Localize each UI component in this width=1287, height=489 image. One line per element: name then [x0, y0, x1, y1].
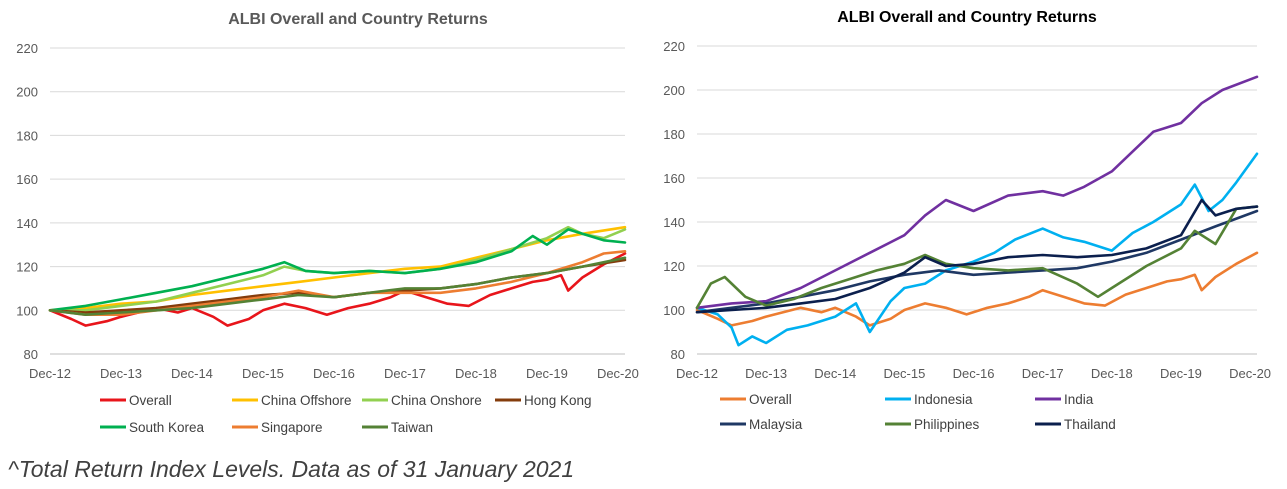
line-chart-right: ALBI Overall and Country Returns 80 100 120…	[663, 9, 1271, 432]
x-tick-label: Dec-12	[29, 366, 71, 381]
y-tick-label: 80	[671, 347, 685, 362]
legend-label: China Offshore	[261, 393, 352, 408]
y-tick-label: 220	[16, 41, 38, 56]
x-tick-label: Dec-17	[384, 366, 426, 381]
chart-panel-right: ALBI Overall and Country Returns 80 100 120…	[645, 0, 1287, 450]
y-tick-label: 100	[16, 303, 38, 318]
y-tick-label: 160	[663, 171, 685, 186]
y-tick-label: 140	[16, 216, 38, 231]
y-tick-label: 120	[16, 260, 38, 275]
x-tick-label: Dec-13	[745, 366, 787, 381]
chart-title: ALBI Overall and Country Returns	[228, 11, 488, 28]
series-line-overall	[48, 252, 627, 327]
legend-label: Singapore	[261, 420, 323, 435]
x-tick-label: Dec-13	[100, 366, 142, 381]
y-tick-label: 80	[24, 347, 38, 362]
x-tick-label: Dec-18	[1091, 366, 1133, 381]
footnote: ^Total Return Index Levels. Data as of 3…	[8, 456, 575, 482]
x-tick-label: Dec-15	[883, 366, 925, 381]
y-tick-label: 180	[663, 127, 685, 142]
series-line-overall	[695, 251, 1259, 327]
series-line-thailand	[695, 198, 1259, 314]
legend-label: India	[1064, 392, 1094, 407]
y-tick-label: 140	[663, 215, 685, 230]
legend-label: Overall	[749, 392, 792, 407]
series-line-malaysia	[695, 209, 1259, 314]
x-tick-label: Dec-16	[313, 366, 355, 381]
legend-label: Taiwan	[391, 420, 433, 435]
x-tick-label: Dec-20	[1229, 366, 1271, 381]
legend-label: Hong Kong	[524, 393, 592, 408]
y-tick-label: 200	[16, 85, 38, 100]
legend-label: Indonesia	[914, 392, 973, 407]
x-tick-label: Dec-16	[953, 366, 995, 381]
y-tick-label: 100	[663, 303, 685, 318]
y-tick-label: 180	[16, 128, 38, 143]
x-tick-label: Dec-14	[171, 366, 213, 381]
series-line-south-korea	[48, 228, 627, 312]
series-line-taiwan	[48, 256, 627, 317]
chart-panel-left: ALBI Overall and Country Returns 80 100 120…	[0, 0, 640, 450]
x-tick-label: Dec-12	[676, 366, 718, 381]
legend-label: South Korea	[129, 420, 205, 435]
chart-title: ALBI Overall and Country Returns	[837, 9, 1097, 26]
y-tick-label: 220	[663, 39, 685, 54]
line-chart-left: ALBI Overall and Country Returns 80 100 120…	[16, 11, 639, 435]
legend-label: Overall	[129, 393, 172, 408]
x-tick-label: Dec-15	[242, 366, 284, 381]
legend-label: Philippines	[914, 417, 980, 432]
y-tick-label: 160	[16, 172, 38, 187]
y-tick-label: 200	[663, 83, 685, 98]
legend-label: Thailand	[1064, 417, 1116, 432]
series-line-india	[695, 75, 1259, 310]
x-tick-label: Dec-18	[455, 366, 497, 381]
x-tick-label: Dec-17	[1022, 366, 1064, 381]
x-tick-label: Dec-19	[526, 366, 568, 381]
legend-label: China Onshore	[391, 393, 482, 408]
series-line-indonesia	[695, 152, 1259, 347]
x-tick-label: Dec-19	[1160, 366, 1202, 381]
legend-label: Malaysia	[749, 417, 803, 432]
x-tick-label: Dec-14	[814, 366, 856, 381]
y-tick-label: 120	[663, 259, 685, 274]
x-tick-label: Dec-20	[597, 366, 639, 381]
